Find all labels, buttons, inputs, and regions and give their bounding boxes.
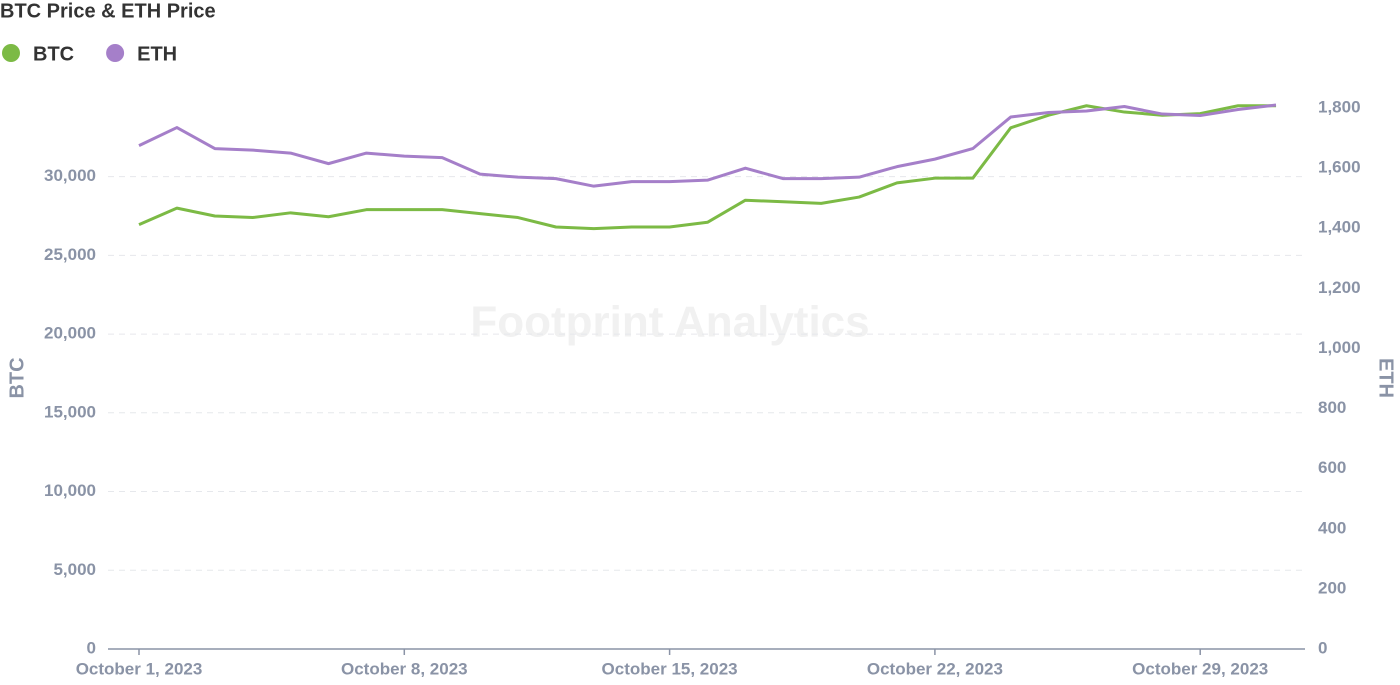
- y-tick-label: 0: [87, 638, 96, 657]
- y2-tick-label: 1,800: [1318, 98, 1361, 117]
- legend-marker: [2, 44, 20, 62]
- y-tick-label: 20,000: [44, 324, 96, 343]
- y2-tick-label: 200: [1318, 578, 1346, 597]
- y2-tick-label: 1,000: [1318, 338, 1361, 357]
- y-tick-label: 5,000: [53, 560, 96, 579]
- x-tick-label: October 29, 2023: [1132, 659, 1268, 678]
- x-tick-label: October 15, 2023: [602, 659, 738, 678]
- y2-tick-label: 1,200: [1318, 278, 1361, 297]
- y2-tick-label: 600: [1318, 458, 1346, 477]
- line-series: [138, 104, 1276, 231]
- y-axis-label: BTC: [6, 357, 28, 398]
- chart-title: BTC Price & ETH Price: [0, 0, 216, 22]
- watermark: Footprint Analytics: [470, 298, 869, 347]
- y2-tick-label: 800: [1318, 398, 1346, 417]
- y2-axis-label: ETH: [1375, 358, 1397, 398]
- y-tick-label: 25,000: [44, 245, 96, 264]
- x-tick-label: October 22, 2023: [867, 659, 1003, 678]
- y2-tick-label: 1,600: [1318, 158, 1361, 177]
- x-tick-label: October 8, 2023: [341, 659, 468, 678]
- y2-tick-label: 1,400: [1318, 218, 1361, 237]
- legend-label: BTC: [33, 43, 74, 65]
- y2-tick-label: 0: [1318, 638, 1327, 657]
- legend-label: ETH: [137, 43, 177, 65]
- y-tick-label: 10,000: [44, 481, 96, 500]
- line-series: [138, 103, 1277, 188]
- y-tick-label: 15,000: [44, 402, 96, 421]
- y-tick-label: 30,000: [44, 166, 96, 185]
- legend-marker: [106, 44, 125, 62]
- x-tick-label: October 1, 2023: [76, 659, 203, 678]
- y2-tick-label: 400: [1318, 518, 1346, 537]
